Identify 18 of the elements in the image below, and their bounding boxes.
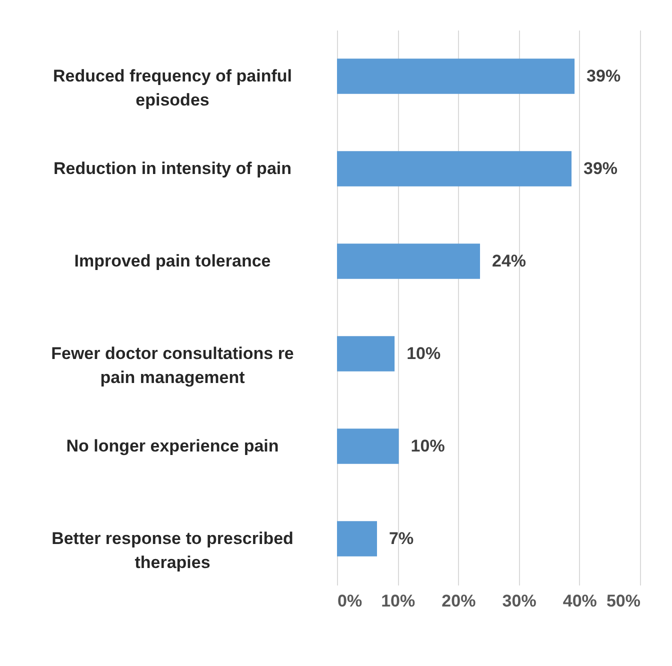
x-tick-label: 30% [502, 592, 536, 610]
data-label: 7% [388, 528, 414, 548]
data-label: 10% [406, 344, 441, 363]
x-tick-label: 20% [442, 592, 476, 610]
data-label: 39% [584, 158, 618, 178]
data-label: 39% [586, 66, 621, 86]
x-tick-label: 40% [562, 592, 597, 610]
y-tick-label: Fewer doctor consultations re pain management [51, 344, 294, 387]
x-tick-label: 0% [338, 592, 362, 610]
y-tick-label: Better response to prescribed therapies [52, 528, 294, 572]
y-tick-label: Improved pain tolerance [74, 251, 271, 270]
data-label: 10% [410, 436, 445, 456]
x-tick-label: 10% [381, 592, 416, 610]
y-tick-label: No longer experience pain [66, 436, 279, 456]
y-tick-label: Reduction in intensity of pain [54, 158, 292, 178]
y-tick-label: Reduced frequency of painful episodes [53, 66, 292, 110]
data-label: 24% [492, 251, 526, 270]
x-tick-label: 50% [606, 592, 640, 610]
